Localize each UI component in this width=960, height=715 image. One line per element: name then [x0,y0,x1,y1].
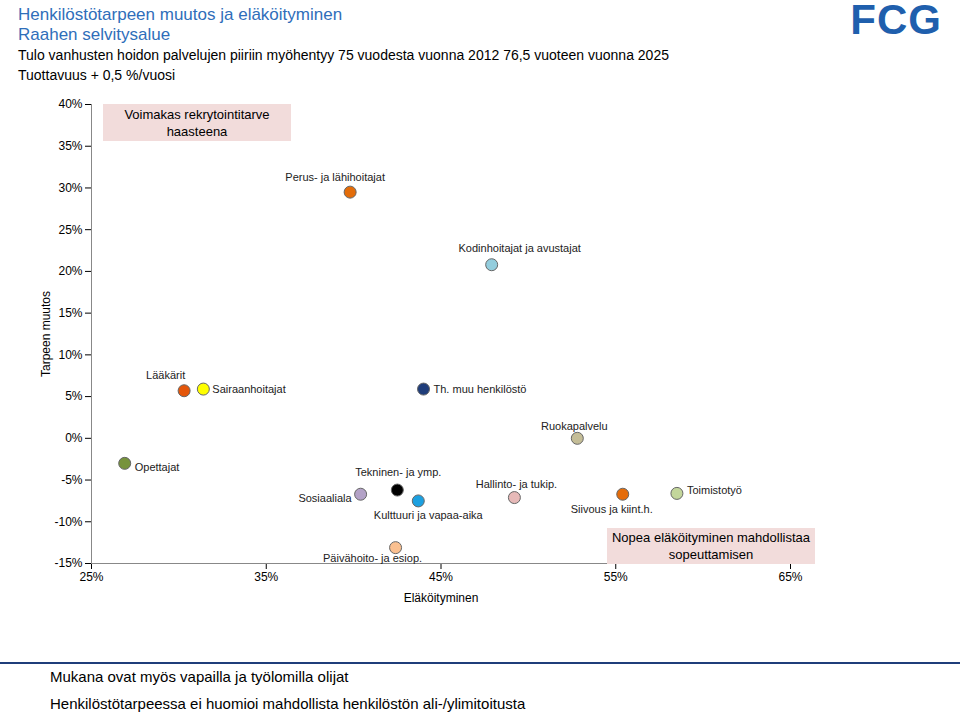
svg-text:10%: 10% [58,348,82,362]
svg-text:-15%: -15% [54,556,82,570]
svg-text:20%: 20% [58,264,82,278]
svg-text:45%: 45% [429,570,453,584]
svg-text:5%: 5% [65,389,83,403]
html-text:Voimakas rekrytointitarve haas: Voimakas rekrytointitarve haasteena [124,107,270,139]
svg-text:Lääkärit: Lääkärit [146,369,185,381]
html-text:Henkilöstötarpeen muutos ja el: Henkilöstötarpeen muutos ja eläköitymine… [18,5,343,24]
svg-text:Kodinhoitajat ja avustajat: Kodinhoitajat ja avustajat [459,242,581,254]
svg-text:30%: 30% [58,181,82,195]
svg-text:25%: 25% [58,223,82,237]
html-text:Raahen selvitysalue: Raahen selvitysalue [18,25,171,44]
svg-text:65%: 65% [778,570,802,584]
html-text:Mukana ovat myös vapailla ja t: Mukana ovat myös vapailla ja työlomilla … [50,668,349,685]
svg-text:25%: 25% [79,570,103,584]
html-text:Tulo vanhusten hoidon palveluj: Tulo vanhusten hoidon palvelujen piiriin… [18,47,669,63]
svg-text:Sairaanhoitajat: Sairaanhoitajat [212,383,285,395]
svg-text:35%: 35% [254,570,278,584]
svg-text:Siivous ja kiint.h.: Siivous ja kiint.h. [571,503,653,515]
svg-text:Kulttuuri ja vapaa-aika: Kulttuuri ja vapaa-aika [374,509,484,521]
svg-text:Hallinto- ja tukip.: Hallinto- ja tukip. [476,478,557,490]
svg-text:Perus- ja lähihoitajat: Perus- ja lähihoitajat [285,171,385,183]
svg-text:0%: 0% [65,431,83,445]
svg-text:-5%: -5% [61,473,83,487]
html-text:Tuottavuus + 0,5 %/vuosi: Tuottavuus + 0,5 %/vuosi [18,67,176,83]
svg-text:Päivähoito- ja esiop.: Päivähoito- ja esiop. [323,552,422,564]
svg-text:Opettajat: Opettajat [135,461,180,473]
svg-text:-10%: -10% [54,515,82,529]
svg-text:Ruokapalvelu: Ruokapalvelu [541,420,608,432]
svg-text:55%: 55% [604,570,628,584]
svg-text:Toimistotyö: Toimistotyö [687,484,742,496]
svg-text:Th. muu henkilöstö: Th. muu henkilöstö [434,383,527,395]
svg-text:Tarpeen muutos: Tarpeen muutos [39,291,53,377]
html-text:Henkilöstötarpeessa ei huomioi: Henkilöstötarpeessa ei huomioi mahdollis… [50,695,526,712]
svg-text:Tekninen- ja ymp.: Tekninen- ja ymp. [355,466,441,478]
svg-text:Sosiaaliala: Sosiaaliala [298,492,352,504]
svg-text:40%: 40% [58,97,82,111]
html-text:Nopea eläköityminen mahdollist: Nopea eläköityminen mahdollistaa sopeutt… [612,530,810,562]
svg-text:35%: 35% [58,139,82,153]
svg-text:Eläköityminen: Eläköityminen [404,591,479,605]
svg-text:15%: 15% [58,306,82,320]
